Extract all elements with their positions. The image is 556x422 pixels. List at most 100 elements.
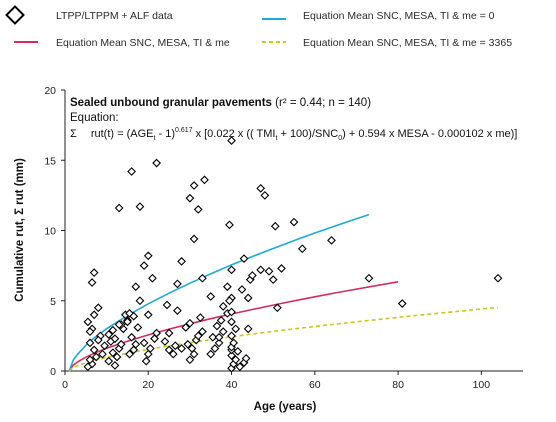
annotation: Sealed unbound granular pavements (r² = …: [70, 97, 517, 142]
y-tick-label: 20: [44, 85, 56, 97]
data-point: [289, 217, 299, 227]
data-point: [195, 313, 205, 322]
data-point: [129, 311, 139, 321]
annotation-equation-label: Equation:: [70, 112, 119, 124]
data-point: [143, 349, 153, 359]
data-point: [164, 328, 174, 338]
x-tick-label: 60: [309, 379, 321, 391]
data-point: [189, 181, 199, 190]
data-point: [85, 327, 95, 337]
y-tick-label: 5: [50, 296, 56, 308]
y-tick-label: 15: [44, 155, 56, 167]
eq-sub-t: t: [153, 135, 155, 142]
data-point: [241, 353, 251, 363]
data-point: [185, 318, 195, 328]
eq-sigma: Σ: [70, 128, 77, 140]
x-axis-title: Age (years): [254, 401, 317, 413]
data-point: [231, 355, 241, 365]
legend-diamond-marker: [5, 5, 25, 25]
legend-item-3365: Equation Mean SNC, MESA, TI & me = 3365: [262, 37, 512, 49]
data-point: [193, 331, 203, 341]
legend-label-zero: Equation Mean SNC, MESA, TI & me = 0: [303, 10, 495, 22]
data-point: [493, 273, 503, 283]
data-point: [227, 307, 236, 317]
data-point: [206, 292, 216, 301]
data-point: [225, 296, 234, 306]
data-point: [187, 344, 197, 353]
data-point: [104, 356, 114, 366]
data-point: [268, 275, 278, 285]
x-tick-label: 40: [226, 379, 238, 391]
eq-part4: ) + 0.594 x MESA - 0.000102 x me)]: [342, 128, 517, 140]
data-point: [135, 296, 145, 306]
data-point: [108, 348, 118, 358]
x-tick-label: 80: [392, 379, 404, 391]
data-point: [327, 235, 336, 245]
data-point: [135, 202, 145, 211]
data-point: [173, 306, 182, 315]
annotation-title-bold: Sealed unbound granular pavements: [70, 97, 272, 109]
data-point: [125, 349, 134, 359]
data-point: [139, 261, 149, 271]
eq-exp: 0.617: [175, 127, 193, 134]
data-point: [181, 323, 191, 332]
data-point: [98, 349, 107, 359]
curve-equation-mean-snc-mesa-ti-me-0: [68, 213, 370, 372]
data-point: [198, 327, 207, 337]
eq-sub-t2: t: [275, 135, 277, 142]
data-point: [152, 158, 161, 168]
eq-part2: x [0.022 x (( TMI: [193, 128, 276, 140]
data-point: [177, 257, 186, 266]
data-point: [264, 266, 274, 276]
data-point: [227, 331, 236, 341]
data-point: [243, 293, 253, 303]
data-point: [89, 310, 99, 320]
data-point: [260, 190, 270, 200]
legend-label-3365: Equation Mean SNC, MESA, TI & me = 3365: [303, 37, 512, 49]
data-point: [114, 203, 124, 213]
annotation-title-stats: (r² = 0.44; n = 140): [272, 97, 371, 109]
data-point: [243, 324, 253, 334]
legend-label-data: LTPP/LTPPM + ALF data: [56, 10, 173, 22]
data-point: [223, 282, 232, 292]
data-point: [193, 205, 203, 214]
legend-label-mean: Equation Mean SNC, MESA, TI & me: [56, 37, 230, 49]
data-point: [297, 244, 307, 254]
data-point: [93, 303, 103, 313]
annotation-title: Sealed unbound granular pavements (r² = …: [70, 97, 371, 109]
data-point: [143, 310, 153, 320]
data-point: [185, 355, 195, 365]
data-point: [177, 344, 186, 353]
data-point: [116, 339, 126, 349]
data-point: [237, 285, 247, 294]
data-point: [85, 355, 95, 365]
axes: 0 20 40 60 80 100 0 5 10 15 20: [44, 85, 523, 391]
data-point: [189, 234, 199, 244]
data-point: [235, 362, 245, 372]
data-point: [227, 136, 236, 145]
data-point: [89, 268, 99, 278]
data-point: [164, 345, 174, 355]
data-point: [247, 271, 257, 280]
data-point: [168, 349, 178, 359]
data-point: [256, 183, 266, 193]
y-tick-label: 0: [50, 366, 56, 378]
data-point: [233, 346, 243, 356]
data-point: [160, 337, 170, 346]
data-point: [127, 332, 136, 342]
data-point: [123, 317, 132, 327]
data-point: [218, 301, 228, 311]
data-point: [185, 193, 195, 203]
data-point: [131, 282, 141, 292]
eq-sub-0: 0: [338, 135, 342, 142]
data-point: [198, 273, 207, 283]
data-point: [91, 352, 101, 362]
data-point: [133, 323, 143, 332]
y-tick-label: 10: [44, 226, 56, 238]
data-point: [239, 254, 249, 263]
data-point: [225, 220, 234, 230]
axis-ticks: 0 20 40 60 80 100 0 5 10 15 20: [44, 85, 490, 391]
data-point: [270, 221, 280, 231]
